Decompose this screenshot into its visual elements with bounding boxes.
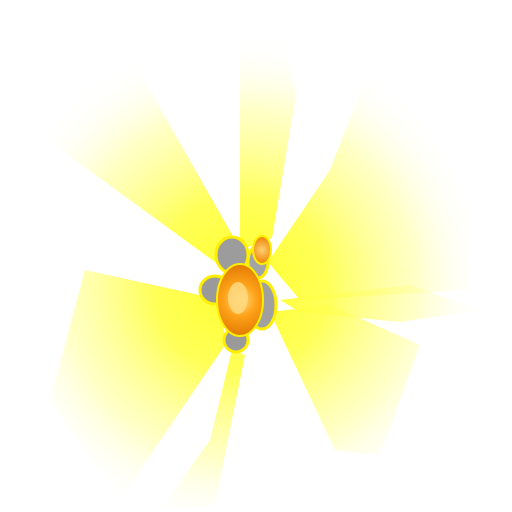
ray-left: [50, 270, 225, 500]
explosion-core-highlight: [228, 282, 248, 314]
ray-top: [240, 25, 296, 250]
explosion-spark: [252, 235, 272, 265]
ray-bottom: [160, 350, 245, 510]
ray-top-right: [268, 15, 470, 300]
ray-top-left: [20, 55, 235, 262]
ray-bottom-right: [270, 305, 420, 455]
